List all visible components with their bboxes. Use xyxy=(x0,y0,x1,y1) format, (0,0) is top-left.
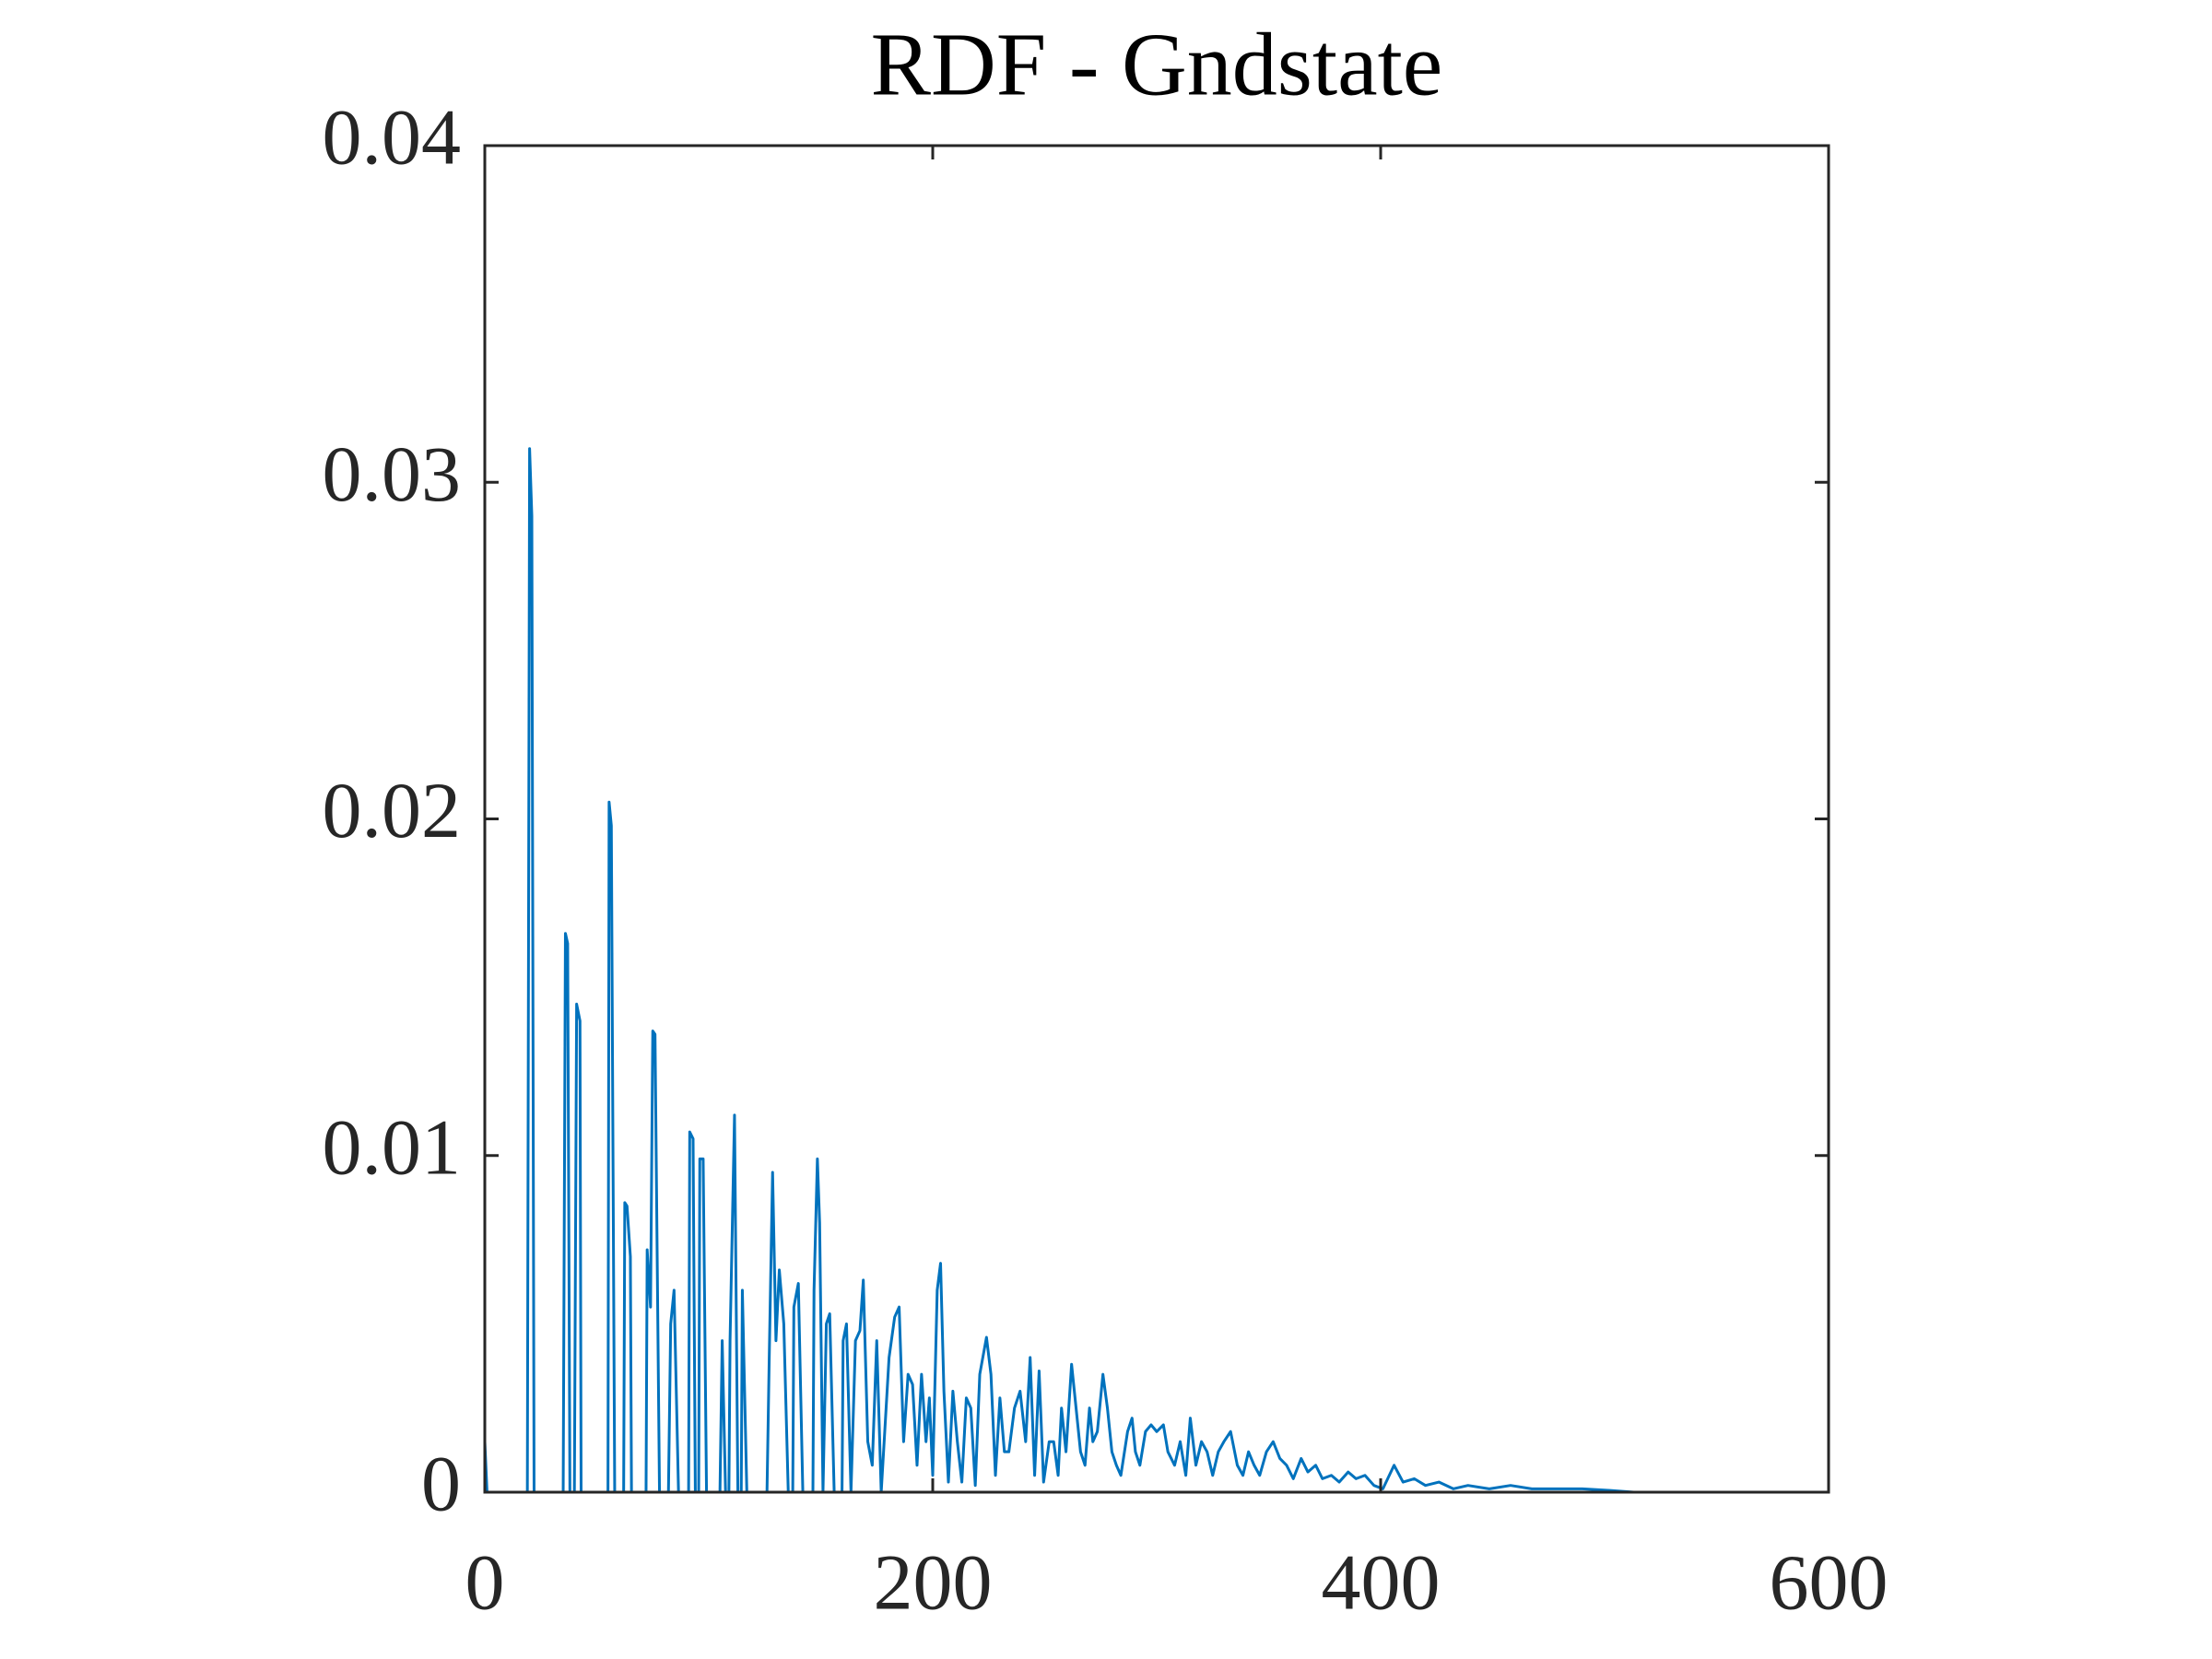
y-tick-label: 0.03 xyxy=(323,429,462,518)
x-tick-label: 200 xyxy=(874,1538,993,1627)
x-tick-label: 0 xyxy=(465,1538,505,1627)
y-tick-label: 0 xyxy=(421,1440,461,1528)
chart-title: RDF - Gndstate xyxy=(871,15,1443,114)
x-tick-label: 600 xyxy=(1770,1538,1888,1627)
y-tick-label: 0.02 xyxy=(323,766,462,854)
data-line xyxy=(485,447,1634,1492)
x-tick-label: 400 xyxy=(1322,1538,1441,1627)
y-tick-label: 0.01 xyxy=(323,1102,462,1191)
y-tick-label: 0.04 xyxy=(323,93,462,182)
